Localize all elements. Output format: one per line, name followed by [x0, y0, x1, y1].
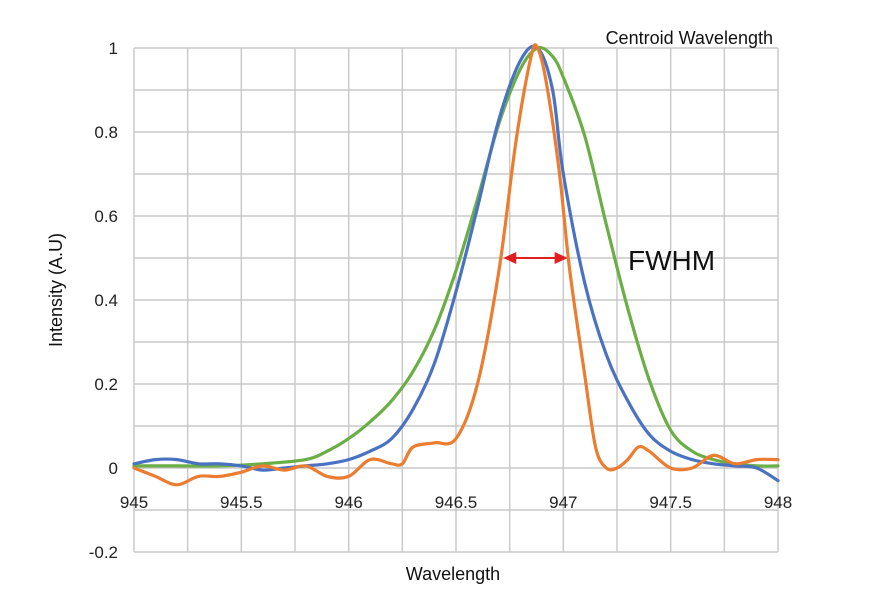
x-tick-label: 948: [764, 493, 792, 512]
centroid-wavelength-note: Centroid Wavelength: [606, 28, 773, 48]
series-line-1: [132, 45, 780, 468]
annotations: FWHM Centroid Wavelength: [503, 28, 773, 276]
x-tick-label: 946: [334, 493, 362, 512]
x-axis-ticks: 945 945.5 946 946.5 947 947.5 948: [120, 493, 792, 512]
x-tick-label: 946.5: [435, 493, 478, 512]
x-tick-label: 945: [120, 493, 148, 512]
y-tick-label: 1: [109, 39, 118, 58]
x-axis-title: Wavelength: [406, 564, 500, 584]
fwhm-label: FWHM: [628, 245, 715, 276]
series-group: [132, 43, 780, 487]
y-tick-label: -0.2: [89, 543, 118, 562]
x-tick-label: 947: [549, 493, 577, 512]
y-tick-label: 0.4: [94, 291, 118, 310]
x-tick-label: 945.5: [220, 493, 263, 512]
y-tick-label: 0.2: [94, 375, 118, 394]
x-tick-label: 947.5: [649, 493, 692, 512]
y-tick-label: 0: [109, 459, 118, 478]
y-axis-ticks: 1 0.8 0.6 0.4 0.2 0 -0.2: [89, 39, 118, 562]
y-axis-title: Intensity (A.U): [46, 233, 66, 347]
grid: [133, 47, 779, 553]
fwhm-arrowhead-right: [554, 252, 568, 264]
series-line-2: [132, 43, 780, 487]
y-tick-label: 0.6: [94, 207, 118, 226]
fwhm-arrowhead-left: [503, 252, 517, 264]
y-tick-label: 0.8: [94, 123, 118, 142]
series-line-0: [132, 44, 780, 483]
